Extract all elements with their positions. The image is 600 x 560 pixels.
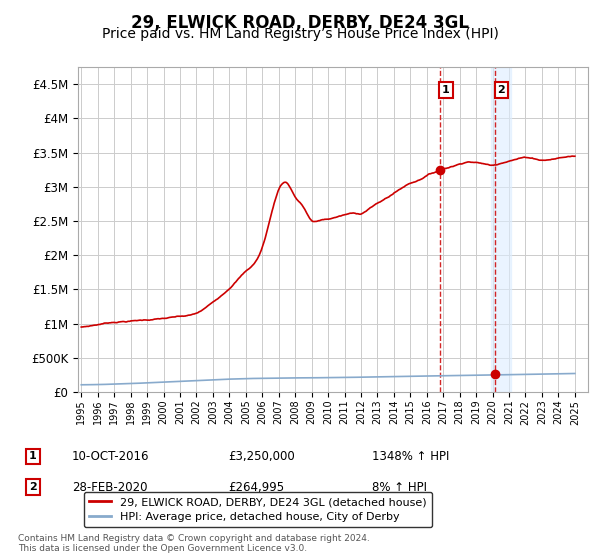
Text: 1: 1: [29, 451, 37, 461]
Text: 1348% ↑ HPI: 1348% ↑ HPI: [372, 450, 449, 463]
Text: £264,995: £264,995: [228, 480, 284, 494]
Text: 1: 1: [442, 85, 450, 95]
Text: 10-OCT-2016: 10-OCT-2016: [72, 450, 149, 463]
Text: £3,250,000: £3,250,000: [228, 450, 295, 463]
Text: 29, ELWICK ROAD, DERBY, DE24 3GL: 29, ELWICK ROAD, DERBY, DE24 3GL: [131, 14, 469, 32]
Text: 8% ↑ HPI: 8% ↑ HPI: [372, 480, 427, 494]
Bar: [491, 67, 511, 392]
Text: 28-FEB-2020: 28-FEB-2020: [72, 480, 148, 494]
Text: Price paid vs. HM Land Registry’s House Price Index (HPI): Price paid vs. HM Land Registry’s House …: [101, 27, 499, 41]
Text: 2: 2: [29, 482, 37, 492]
Text: 2: 2: [497, 85, 505, 95]
Legend: 29, ELWICK ROAD, DERBY, DE24 3GL (detached house), HPI: Average price, detached : 29, ELWICK ROAD, DERBY, DE24 3GL (detach…: [83, 492, 433, 528]
Text: Contains HM Land Registry data © Crown copyright and database right 2024.
This d: Contains HM Land Registry data © Crown c…: [18, 534, 370, 553]
